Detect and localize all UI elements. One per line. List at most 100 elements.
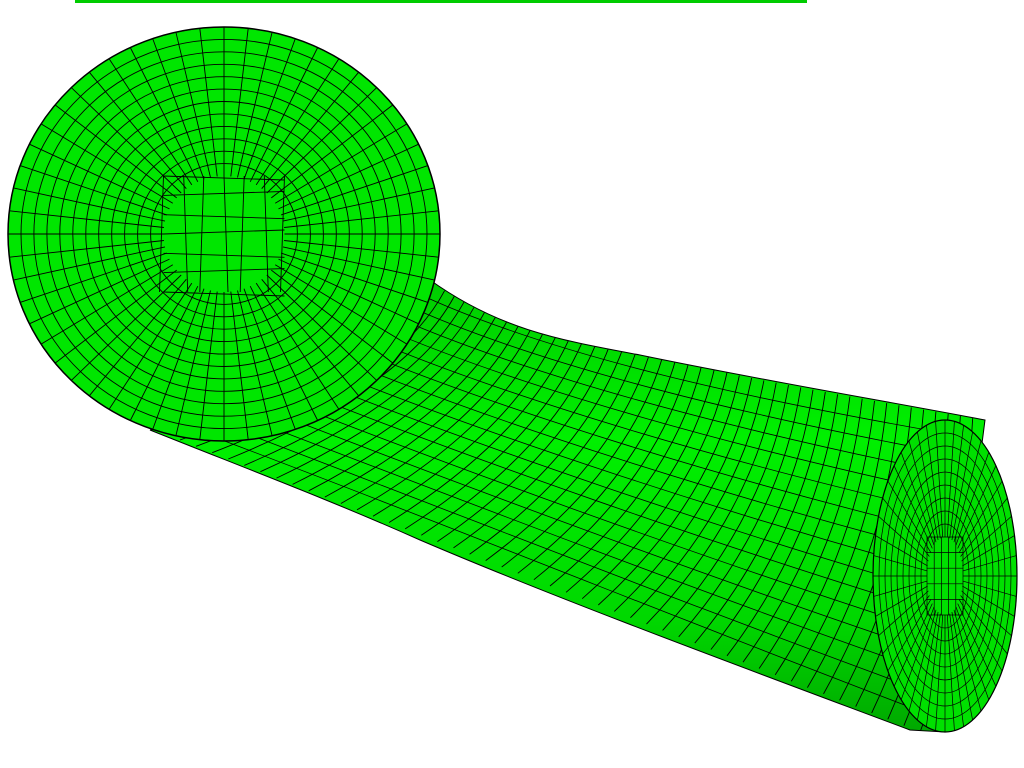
cap-spoke-line [873, 580, 928, 597]
cap-spoke-line [284, 210, 439, 228]
mesh-long-line [304, 360, 951, 576]
cap-spoke-line [230, 28, 249, 177]
cap-core-line [163, 190, 285, 196]
mesh-long-line [211, 419, 924, 692]
cap-spoke-line [237, 32, 273, 178]
mesh-ring-line [485, 340, 654, 561]
cap-spoke-line [274, 123, 408, 204]
cap-spoke-line [949, 613, 964, 727]
mesh-ring-line [372, 308, 568, 517]
cap-spoke-line [152, 38, 205, 180]
cap-spoke-line [249, 47, 319, 183]
mesh-ring-line [549, 361, 703, 587]
cap-spoke-line [926, 613, 941, 727]
cap-spoke-line [278, 143, 419, 210]
mesh-ring-line [694, 389, 814, 644]
cap-spoke-line [13, 246, 166, 281]
cap-spoke-line [953, 440, 982, 543]
cap-spoke-line [957, 465, 997, 549]
cap-spoke-line [129, 285, 199, 421]
cap-spoke-line [54, 269, 177, 364]
cap-spoke-line [875, 535, 928, 567]
mesh-ring-line [340, 301, 544, 504]
cap-spoke-line [949, 425, 964, 539]
cap-spoke-line [19, 165, 168, 216]
cap-spoke-line [175, 290, 211, 436]
mesh-ring-line [678, 387, 802, 638]
cap-spoke-line [917, 611, 939, 721]
cap-core-line [280, 175, 285, 293]
cap-spoke-line [887, 480, 932, 553]
mesh-long-line [320, 350, 955, 557]
mesh-ring-line [292, 295, 507, 485]
mesh-ring-line [613, 377, 753, 612]
cap-spoke-line [955, 452, 990, 546]
mesh-ring-line [308, 297, 519, 492]
cap-spoke-line [243, 38, 296, 180]
cap-spoke-line [199, 291, 218, 440]
mesh-ring-line [437, 325, 617, 542]
cap-spoke-line [280, 252, 429, 303]
cap-spoke-line [908, 609, 937, 712]
cap-spoke-line [953, 609, 982, 712]
cap-spoke-line [129, 47, 199, 183]
cap-spoke-line [962, 555, 1017, 572]
mesh-ring-line [404, 316, 593, 530]
cap-spoke-line [926, 425, 941, 539]
cap-spoke-line [935, 421, 944, 538]
cap-spoke-line [266, 274, 378, 381]
cap-spoke-line [108, 282, 193, 410]
mesh-ring-line [244, 292, 470, 466]
cap-core-line [163, 252, 285, 258]
cap-spoke-line [960, 497, 1008, 557]
cap-spoke-line [878, 590, 929, 636]
cap-spoke-line [887, 599, 932, 672]
mesh-ring-line [774, 400, 875, 676]
end-cap-right-mesh [873, 420, 1017, 732]
cap-spoke-line [152, 288, 205, 430]
mesh-long-line [273, 380, 942, 615]
cap-spoke-line [946, 421, 955, 538]
cap-spoke-line [70, 87, 182, 194]
cap-spoke-line [958, 599, 1003, 672]
cap-spoke-line [955, 606, 990, 700]
cap-core-line [163, 291, 285, 297]
cap-spoke-line [271, 104, 394, 199]
cap-core-line [163, 268, 285, 274]
cap-spoke-line [249, 285, 319, 421]
mesh-long-line [367, 321, 968, 498]
mesh-ring-line [276, 293, 495, 479]
cap-core-line [159, 175, 164, 293]
mesh-ring-line [453, 330, 630, 549]
mesh-ring-line [758, 398, 863, 669]
cap-core-line [223, 175, 229, 293]
cap-spoke-line [873, 555, 928, 572]
cap-spoke-line [40, 264, 174, 345]
cap-spoke-line [284, 240, 439, 258]
cap-spoke-line [908, 440, 937, 543]
mesh-ring-line [790, 403, 888, 682]
mesh-ring-line [662, 385, 789, 631]
mesh-ring-line [517, 351, 679, 574]
cap-spoke-line [893, 465, 933, 549]
cap-core-line [239, 175, 245, 293]
cap-spoke-line [900, 452, 935, 546]
mesh-ring-line [501, 345, 667, 568]
cap-spoke-line [951, 431, 973, 541]
cap-spoke-line [878, 516, 929, 562]
mesh-ring-line [533, 356, 691, 581]
cap-spoke-line [175, 32, 211, 178]
cap-spoke-line [108, 58, 193, 186]
cap-spoke-line [875, 585, 928, 617]
cap-spoke-line [19, 252, 168, 303]
cap-spoke-line [9, 240, 164, 258]
cap-spoke-line [282, 187, 435, 222]
mesh-ring-line [710, 391, 826, 650]
mesh-ring-line [597, 375, 740, 606]
cap-spoke-line [882, 595, 930, 655]
mesh-ring-line [388, 311, 581, 523]
cap-spoke-line [960, 595, 1008, 655]
top-edge-strip [75, 0, 807, 3]
mesh-ring-line [807, 405, 900, 688]
